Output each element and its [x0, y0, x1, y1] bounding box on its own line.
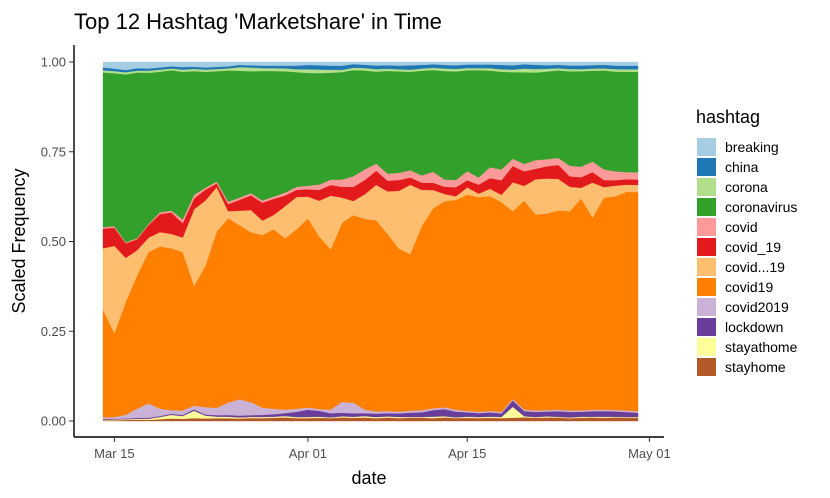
x-axis-title: date — [351, 468, 386, 488]
legend-label: covid...19 — [725, 259, 785, 275]
legend-label: corona — [725, 179, 768, 195]
legend-label: covid_19 — [725, 239, 781, 255]
legend-swatch — [697, 338, 716, 356]
legend-label: covid — [725, 219, 758, 235]
legend-swatch — [697, 298, 716, 316]
legend-swatch — [697, 318, 716, 336]
legend-swatch — [697, 198, 716, 216]
legend-swatch — [697, 158, 716, 176]
x-tick-label: Apr 15 — [448, 446, 486, 461]
x-tick-label: Apr 01 — [289, 446, 327, 461]
x-tick-label: Mar 15 — [94, 446, 134, 461]
legend-swatch — [697, 178, 716, 196]
legend-label: stayathome — [725, 339, 798, 355]
y-tick-label: 0.75 — [41, 144, 66, 159]
y-tick-label: 0.00 — [41, 414, 66, 429]
legend: breaking china corona coronavirus covid covid… — [697, 138, 798, 376]
legend-label: covid2019 — [725, 299, 789, 315]
legend-label: breaking — [725, 139, 779, 155]
legend-label: coronavirus — [725, 199, 797, 215]
y-tick-label: 0.50 — [41, 234, 66, 249]
legend-label: stayhome — [725, 359, 786, 375]
legend-swatch — [697, 358, 716, 376]
y-tick-label: 0.25 — [41, 324, 66, 339]
legend-swatch — [697, 218, 716, 236]
y-axis-title: Scaled Frequency — [9, 168, 29, 313]
legend-label: china — [725, 159, 759, 175]
stacked-areas — [102, 61, 639, 422]
legend-swatch — [697, 138, 716, 156]
legend-title: hashtag — [696, 107, 760, 127]
x-tick-label: May 01 — [628, 446, 671, 461]
y-axis-ticks: 0.00 0.25 0.50 0.75 1.00 — [41, 55, 74, 429]
legend-label: covid19 — [725, 279, 773, 295]
y-tick-label: 1.00 — [41, 55, 66, 70]
chart-title: Top 12 Hashtag 'Marketshare' in Time — [74, 9, 442, 34]
legend-swatch — [697, 238, 716, 256]
x-axis-ticks: Mar 15 Apr 01 Apr 15 May 01 — [94, 437, 671, 461]
area-breaking — [102, 61, 639, 71]
legend-label: lockdown — [725, 319, 783, 335]
legend-swatch — [697, 258, 716, 276]
legend-swatch — [697, 278, 716, 296]
